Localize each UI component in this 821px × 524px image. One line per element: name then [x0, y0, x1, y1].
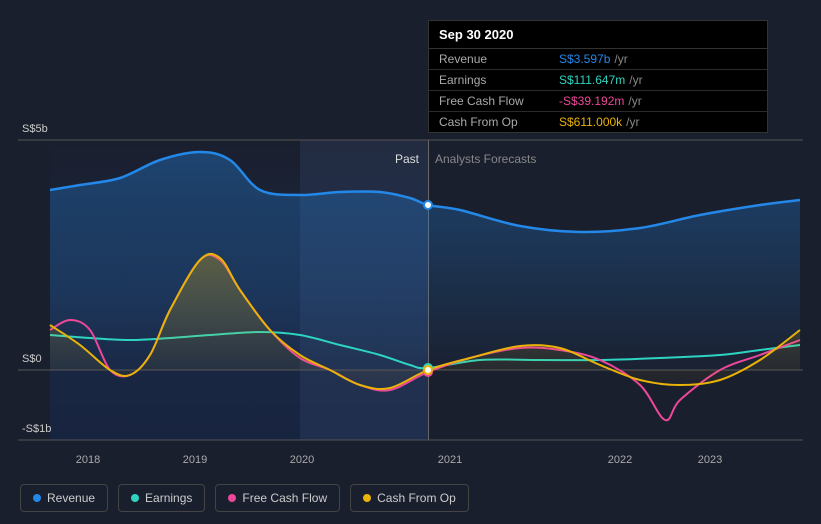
x-axis-label: 2019	[183, 454, 207, 466]
x-axis-label: 2023	[698, 454, 722, 466]
tooltip-row-unit: /yr	[626, 115, 639, 129]
tooltip-row-label: Earnings	[439, 73, 559, 87]
legend-item-free-cash-flow[interactable]: Free Cash Flow	[215, 484, 340, 512]
legend-dot	[228, 494, 236, 502]
legend-item-earnings[interactable]: Earnings	[118, 484, 205, 512]
y-axis-label: S$0	[22, 353, 42, 365]
x-axis-label: 2021	[438, 454, 462, 466]
tooltip-row: Cash From OpS$611.000k/yr	[429, 112, 767, 132]
x-axis-label: 2022	[608, 454, 632, 466]
y-axis-label: -S$1b	[22, 423, 51, 435]
tooltip-row-value: S$611.000k	[559, 115, 622, 129]
tooltip-row-unit: /yr	[628, 94, 641, 108]
tooltip-row-label: Free Cash Flow	[439, 94, 559, 108]
tooltip-date: Sep 30 2020	[429, 21, 767, 49]
forecasts-label: Analysts Forecasts	[435, 152, 536, 166]
past-label: Past	[395, 152, 419, 166]
tooltip-row-label: Cash From Op	[439, 115, 559, 129]
tooltip-row: Free Cash Flow-S$39.192m/yr	[429, 91, 767, 112]
financial-chart: Sep 30 2020 RevenueS$3.597b/yrEarningsS$…	[0, 0, 821, 524]
legend-item-revenue[interactable]: Revenue	[20, 484, 108, 512]
x-axis-label: 2018	[76, 454, 100, 466]
legend-item-cash-from-op[interactable]: Cash From Op	[350, 484, 469, 512]
cash-from-op-marker	[424, 366, 432, 374]
tooltip-row-label: Revenue	[439, 52, 559, 66]
legend-label: Free Cash Flow	[242, 491, 327, 505]
legend-label: Revenue	[47, 491, 95, 505]
revenue-marker	[424, 201, 432, 209]
chart-legend: Revenue Earnings Free Cash Flow Cash From O…	[20, 484, 469, 512]
y-axis-label: S$5b	[22, 123, 48, 135]
legend-label: Cash From Op	[377, 491, 456, 505]
legend-dot	[33, 494, 41, 502]
tooltip-row-value: S$111.647m	[559, 73, 625, 87]
tooltip-row-unit: /yr	[629, 73, 642, 87]
tooltip-row-value: -S$39.192m	[559, 94, 624, 108]
legend-dot	[363, 494, 371, 502]
legend-dot	[131, 494, 139, 502]
chart-tooltip: Sep 30 2020 RevenueS$3.597b/yrEarningsS$…	[428, 20, 768, 133]
tooltip-row: EarningsS$111.647m/yr	[429, 70, 767, 91]
tooltip-row-value: S$3.597b	[559, 52, 610, 66]
legend-label: Earnings	[145, 491, 192, 505]
x-axis-label: 2020	[290, 454, 314, 466]
tooltip-row: RevenueS$3.597b/yr	[429, 49, 767, 70]
tooltip-row-unit: /yr	[614, 52, 627, 66]
